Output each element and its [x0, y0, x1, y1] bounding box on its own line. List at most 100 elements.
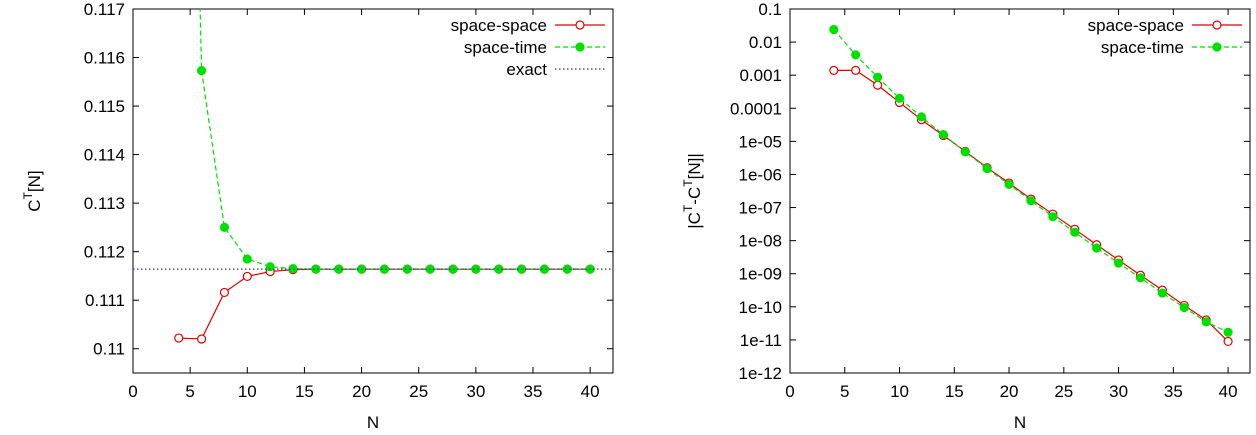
chart1-series-space-time-point [916, 112, 927, 122]
chart0-series-space-time-point [265, 262, 275, 272]
chart0-series-space-space-point [242, 271, 252, 282]
chart1-ytick-label: 1e-06 [739, 165, 782, 184]
chart0-series-space-time-point [242, 254, 252, 264]
chart0-xtick-label: 40 [581, 382, 600, 401]
chart-right: 0 5 10 15 20 25 30 35 40 1e-12 1e-11 1e-10 1e-09 1e-0… [681, 0, 1251, 432]
chart1-xtick-label: 20 [1000, 382, 1019, 401]
chart0-series-space-time-point [334, 264, 344, 274]
chart1-ytick-label: 1e-09 [739, 265, 782, 284]
chart1-ytick-label: 0.01 [749, 33, 782, 52]
chart0-ytick-label: 0.113 [84, 194, 125, 213]
chart0-ytick-label: 0.114 [84, 146, 125, 165]
chart0-series-space-time-point [562, 264, 572, 274]
chart0-legend-label: space-time [464, 38, 547, 57]
chart0-legend-swatch-marker [575, 42, 585, 52]
chart1-series-space-time-point [1048, 212, 1058, 222]
chart1-x-axis-label: N [1014, 413, 1026, 432]
chart1-series-space-time-point [1070, 227, 1080, 237]
chart0-y-label-superscript: T [21, 191, 35, 199]
chart1-series-space-time-point [829, 24, 839, 35]
chart0-series-space-space-line [178, 268, 591, 340]
chart1-y-label-superscript: T [681, 204, 695, 212]
chart0-y-label-part: [N] [25, 170, 44, 192]
chart0-xtick-label: 10 [238, 382, 257, 401]
chart1-y-label-superscript: T [681, 179, 695, 187]
chart0-plot-frame [132, 8, 614, 374]
chart1-ytick-label: 1e-05 [739, 132, 782, 151]
chart0-xtick-label: 5 [185, 382, 194, 401]
chart0-legend-label: space-space [451, 16, 547, 35]
chart0-xtick-label: 25 [409, 382, 428, 401]
chart0-series-space-space-point [196, 334, 207, 344]
chart1-xtick-label: 10 [890, 382, 909, 401]
chart1-series-space-time-point [1135, 273, 1146, 283]
chart1-series-space-space-point [873, 80, 883, 90]
chart1-xtick-label: 40 [1219, 382, 1238, 401]
chart0-series-space-time-point [196, 66, 207, 76]
chart0-plot-area [133, 9, 613, 344]
chart1-ytick-label: 1e-12 [739, 364, 782, 383]
chart1-series-space-time-point [1223, 327, 1233, 337]
chart1-series-space-space-point [829, 65, 839, 75]
chart1-series-space-time-point [894, 93, 905, 103]
chart0-ytick-label: 0.116 [84, 49, 125, 68]
chart0-series-space-time-point [311, 264, 321, 274]
chart0-series-space-time-point [379, 264, 390, 274]
chart1-series-space-time-point [1092, 243, 1102, 253]
chart0-series-space-time-point [402, 264, 412, 274]
chart0-x-axis-label: N [367, 413, 379, 432]
chart0-y-label-part: C [25, 199, 44, 211]
chart0-xtick-label: 15 [295, 382, 314, 401]
chart0-ytick-label: 0.11 [93, 340, 125, 359]
chart1-xtick-label: 5 [840, 382, 849, 401]
chart0-ytick-label: 0.112 [84, 243, 125, 262]
chart1-ytick-label: 1e-07 [739, 199, 782, 218]
chart0-ytick-label: 0.115 [84, 97, 125, 116]
chart1-series-space-time-point [1157, 288, 1167, 298]
chart1-legend-label: space-time [1101, 38, 1184, 57]
chart1-y-label-part: -C [685, 187, 704, 205]
chart1-plot-area [829, 24, 1233, 347]
chart0-series-space-time-point [539, 264, 550, 274]
chart1-series-space-space-point [851, 65, 861, 75]
chart1-series-space-time-point [960, 147, 970, 157]
chart1-legend-swatch-marker [1212, 42, 1222, 52]
chart1-plot-frame [789, 8, 1251, 374]
chart1-series-space-time-point [1026, 196, 1036, 206]
chart1-ytick-label: 0.1 [758, 0, 782, 19]
chart1-ytick-label: 0.001 [739, 66, 782, 85]
chart1-ytick-label: 1e-08 [739, 232, 782, 251]
chart1-series-space-time-point [1113, 258, 1124, 268]
chart0-legend-label: exact [506, 60, 547, 79]
chart1-legend: space-space space-time [1088, 16, 1242, 57]
chart1-xtick-label: 0 [785, 382, 794, 401]
chart1-xtick-label: 15 [945, 382, 964, 401]
chart1-xtick-label: 25 [1054, 382, 1073, 401]
chart1-series-space-space-line [833, 69, 1229, 342]
chart1-series-space-time-point [1201, 317, 1211, 327]
chart0-series-space-space-point [174, 333, 184, 343]
chart0-ytick-label: 0.111 [85, 291, 125, 310]
chart1-series-space-time-point [1179, 302, 1189, 313]
chart0-legend: space-space space-time exact [451, 16, 605, 79]
chart1-series-space-time-point [982, 164, 992, 174]
chart1-legend-label: space-space [1088, 16, 1184, 35]
chart0-xtick-label: 20 [352, 382, 371, 401]
chart1-xtick-label: 30 [1109, 382, 1128, 401]
chart1-series-space-time-point [851, 50, 861, 60]
chart-left: 0 5 10 15 20 25 30 35 40 0.11 0.111 0.112 0.113 0.114… [21, 0, 614, 432]
chart0-series-space-time-point [219, 222, 230, 232]
chart1-series-space-time-point [938, 130, 948, 140]
chart0-xtick-label: 0 [128, 382, 137, 401]
chart1-xtick-label: 35 [1164, 382, 1183, 401]
chart1-ytick-label: 0.0001 [730, 99, 782, 118]
chart1-ytick-label: 1e-11 [740, 331, 782, 350]
chart0-ytick-label: 0.117 [84, 0, 125, 19]
chart0-series-space-space-point [219, 287, 230, 298]
chart1-y-axis-label: |CT-CT[N]| [681, 153, 704, 228]
chart0-xtick-label: 35 [524, 382, 543, 401]
chart1-series-space-time-point [873, 72, 883, 82]
chart1-series-space-time-point [1004, 179, 1014, 190]
chart0-series-space-time-point [494, 264, 504, 274]
